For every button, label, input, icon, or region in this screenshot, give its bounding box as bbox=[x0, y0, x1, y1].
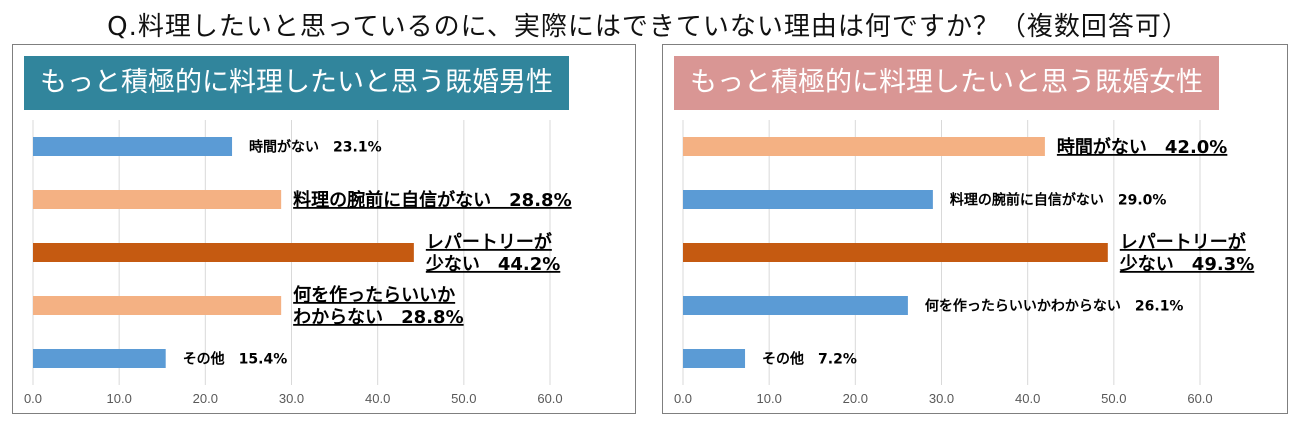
bar-label-male-3: レパートリーが bbox=[426, 231, 552, 253]
bar-chart-female: 0.0 10.0 20.0 30.0 40.0 50.0 60.0 時間がない 42.0% 料理… bbox=[674, 120, 1254, 406]
x-tick-label: 50.0 bbox=[451, 391, 476, 406]
x-tick-label: 40.0 bbox=[1015, 391, 1040, 406]
x-tick-label: 50.0 bbox=[1101, 391, 1126, 406]
bar-label-male-5: その他 15.4% bbox=[183, 351, 288, 368]
bar-label-female-5: その他 7.2% bbox=[762, 351, 857, 368]
x-tick-label: 30.0 bbox=[929, 391, 954, 406]
bar-male-2 bbox=[33, 190, 282, 209]
bar-male-1 bbox=[33, 137, 233, 156]
bar-female-4 bbox=[683, 296, 908, 315]
x-tick-label: 20.0 bbox=[843, 391, 868, 406]
bar-female-1 bbox=[683, 137, 1045, 156]
chart-title-male: もっと積極的に料理したいと思う既婚男性 bbox=[24, 56, 569, 110]
x-tick-label: 40.0 bbox=[365, 391, 390, 406]
x-tick-label: 60.0 bbox=[537, 391, 562, 406]
bar-label-male-4: わからない 28.8% bbox=[293, 307, 463, 328]
bar-female-3 bbox=[683, 243, 1108, 262]
chart-panel-female: もっと積極的に料理したいと思う既婚女性 0.0 10.0 20.0 30.0 40.0 5… bbox=[662, 44, 1288, 414]
bar-label-female-2: 料理の腕前に自信がない 29.0% bbox=[950, 192, 1167, 209]
bar-male-5 bbox=[33, 349, 166, 368]
bar-label-female-3: 少ない 49.3% bbox=[1119, 254, 1254, 275]
bar-label-male-2: 料理の腕前に自信がない 28.8% bbox=[293, 189, 571, 211]
chart-title-female: もっと積極的に料理したいと思う既婚女性 bbox=[674, 56, 1219, 110]
bar-label-female-4: 何を作ったらいいかわからない 26.1% bbox=[925, 298, 1184, 315]
bar-label-male-1: 時間がない 23.1% bbox=[249, 139, 382, 156]
x-tick-label: 30.0 bbox=[279, 391, 304, 406]
bar-label-male-3: 少ない 44.2% bbox=[425, 254, 560, 275]
bar-label-male-4: 何を作ったらいいか bbox=[293, 284, 455, 306]
x-tick-label: 10.0 bbox=[107, 391, 132, 406]
page-title: Q.料理したいと思っているのに、実際にはできていない理由は何ですか？（複数回答可… bbox=[107, 12, 1189, 42]
bar-male-3 bbox=[33, 243, 414, 262]
bar-label-female-3: レパートリーが bbox=[1120, 231, 1246, 253]
bar-label-female-1: 時間がない 42.0% bbox=[1057, 136, 1227, 158]
bar-female-2 bbox=[683, 190, 933, 209]
chart-panel-male: もっと積極的に料理したいと思う既婚男性 0.0 10.0 20.0 30.0 40.0 5… bbox=[12, 44, 636, 414]
x-tick-label: 10.0 bbox=[757, 391, 782, 406]
x-tick-label: 20.0 bbox=[193, 391, 218, 406]
x-tick-label: 60.0 bbox=[1187, 391, 1212, 406]
bar-female-5 bbox=[683, 349, 746, 368]
x-tick-label: 0.0 bbox=[24, 391, 42, 406]
x-tick-label: 0.0 bbox=[674, 391, 692, 406]
bar-male-4 bbox=[33, 296, 282, 315]
bar-chart-male: 0.0 10.0 20.0 30.0 40.0 50.0 60.0 時間がない 23.1% 料理… bbox=[24, 120, 572, 406]
